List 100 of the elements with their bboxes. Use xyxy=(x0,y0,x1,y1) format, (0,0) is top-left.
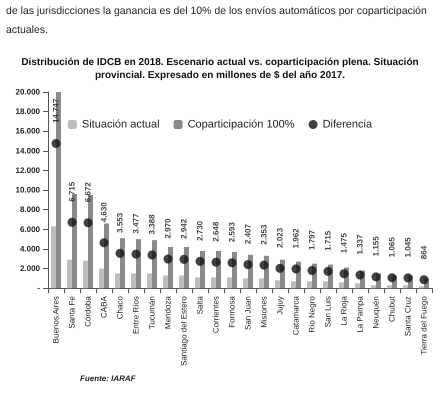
bar xyxy=(243,278,248,288)
data-label: 2.942 xyxy=(180,218,188,239)
bar xyxy=(211,277,216,288)
x-tick-label: Buenos Aires xyxy=(52,296,60,344)
data-label: 1.797 xyxy=(308,229,316,250)
data-label: 14.747 xyxy=(52,98,60,124)
bar xyxy=(403,285,408,288)
data-label: 2.593 xyxy=(228,222,236,242)
bar xyxy=(115,273,120,288)
data-label: 1.715 xyxy=(324,230,332,251)
point xyxy=(100,238,108,248)
x-tick-label: Chubut xyxy=(388,295,396,322)
data-label: 1.475 xyxy=(340,232,348,254)
data-label: 2.407 xyxy=(244,223,252,244)
point xyxy=(260,260,268,270)
data-label: 2.730 xyxy=(196,220,204,241)
point xyxy=(276,264,284,273)
x-tick-label: Chaco xyxy=(116,296,124,320)
data-label: 6.715 xyxy=(68,181,76,202)
data-label: 3.477 xyxy=(132,213,140,234)
y-tick-label: 2.000 xyxy=(20,264,41,274)
point xyxy=(52,139,60,148)
data-label: 1.045 xyxy=(404,236,412,258)
bar xyxy=(163,275,168,288)
point xyxy=(388,273,396,282)
x-tick-label: Salta xyxy=(196,296,204,314)
point xyxy=(228,258,236,268)
legend-label: Coparticipación 100% xyxy=(188,118,295,130)
point xyxy=(420,275,428,284)
source-note: Fuente: IARAF xyxy=(80,374,136,383)
legend-label: Diferencia xyxy=(322,118,373,130)
point xyxy=(324,266,332,276)
x-tick-label: Neuquén xyxy=(372,296,380,329)
x-tick-label: Tucumán xyxy=(148,296,156,330)
point xyxy=(404,273,412,282)
point xyxy=(308,266,316,276)
point xyxy=(340,269,348,278)
x-tick-label: Formosa xyxy=(228,296,236,328)
y-tick-label: 16.000 xyxy=(16,126,41,136)
y-tick-label: 12.000 xyxy=(16,166,41,175)
point xyxy=(132,250,140,259)
x-tick-label: Santa Cruz xyxy=(404,296,412,336)
data-label: 4.630 xyxy=(100,202,108,222)
x-tick-label: La Pampa xyxy=(356,296,364,333)
x-tick-label: Entre Ríos xyxy=(132,296,140,334)
x-tick-label: La Rioja xyxy=(340,296,348,326)
bar xyxy=(355,283,360,288)
bar xyxy=(339,282,344,288)
bar xyxy=(323,281,328,288)
point xyxy=(84,218,92,228)
bar xyxy=(51,226,56,288)
y-tick-label: 4.000 xyxy=(20,244,41,254)
point xyxy=(196,256,204,266)
legend-label: Situación actual xyxy=(82,118,160,130)
point xyxy=(164,254,172,264)
y-tick-label: 18.000 xyxy=(16,107,41,116)
text: de las jurisdicciones la ganancia es del 10% de los envíos automáticos por coparticipación actuales. xyxy=(6,4,428,38)
x-tick-label: Corrientes xyxy=(212,296,220,334)
bar xyxy=(179,275,184,288)
bar xyxy=(83,260,88,288)
y-tick-label: 8.000 xyxy=(20,205,41,214)
bar xyxy=(259,278,264,288)
x-tick-label: Jujuy xyxy=(276,296,284,315)
bar xyxy=(291,281,296,288)
data-label: 2.648 xyxy=(212,221,220,242)
x-tick-label: Córdoba xyxy=(84,296,92,327)
bar xyxy=(371,285,376,288)
bar xyxy=(195,277,200,288)
data-label: 1.065 xyxy=(388,236,396,258)
point xyxy=(180,254,188,264)
data-label: 2.023 xyxy=(276,227,284,248)
bar xyxy=(307,281,312,288)
bar xyxy=(67,260,72,288)
data-label: 6.672 xyxy=(84,182,92,202)
bar xyxy=(147,273,152,288)
data-label: 2.353 xyxy=(260,224,268,245)
point xyxy=(356,270,364,280)
data-label: 1.337 xyxy=(356,234,364,255)
point xyxy=(244,260,252,270)
point xyxy=(148,250,156,260)
bar xyxy=(275,280,280,288)
bar xyxy=(99,268,104,288)
point xyxy=(68,218,76,227)
x-tick-label: Catamarca xyxy=(292,296,300,336)
data-label: 2.970 xyxy=(164,218,172,239)
x-tick-label: Santiago del Estero xyxy=(180,296,188,366)
x-tick-label: San Juan xyxy=(244,296,252,330)
point xyxy=(212,258,220,267)
x-tick-label: Río Negro xyxy=(308,296,316,333)
y-tick-label: 14.000 xyxy=(16,146,41,156)
bar xyxy=(131,273,136,288)
x-tick-label: CABA xyxy=(100,296,108,318)
data-label: 1.155 xyxy=(372,236,380,256)
bar xyxy=(104,223,109,288)
chart-title: Distribución de IDCB en 2018. Escenario actual vs. coparticipación plena. Situación provincial. Expresado en millones de $ del año 2017. xyxy=(20,56,420,82)
point xyxy=(116,248,124,258)
point xyxy=(372,272,380,282)
y-tick-label: 6.000 xyxy=(20,224,41,234)
y-tick-label: 20.000 xyxy=(16,88,41,96)
x-tick-label: Tierra del Fuego xyxy=(420,296,428,355)
